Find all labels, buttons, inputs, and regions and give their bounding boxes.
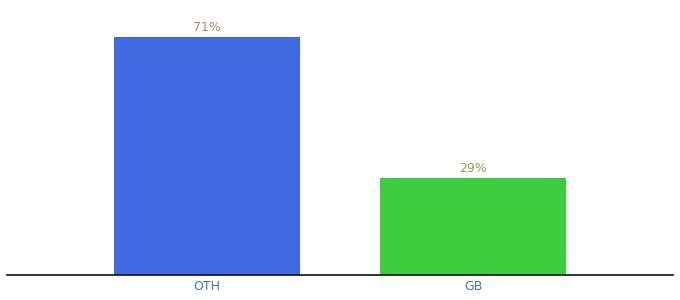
Text: 29%: 29% xyxy=(460,162,487,175)
Bar xyxy=(114,37,300,275)
Text: 71%: 71% xyxy=(193,21,221,34)
Bar xyxy=(380,178,566,275)
